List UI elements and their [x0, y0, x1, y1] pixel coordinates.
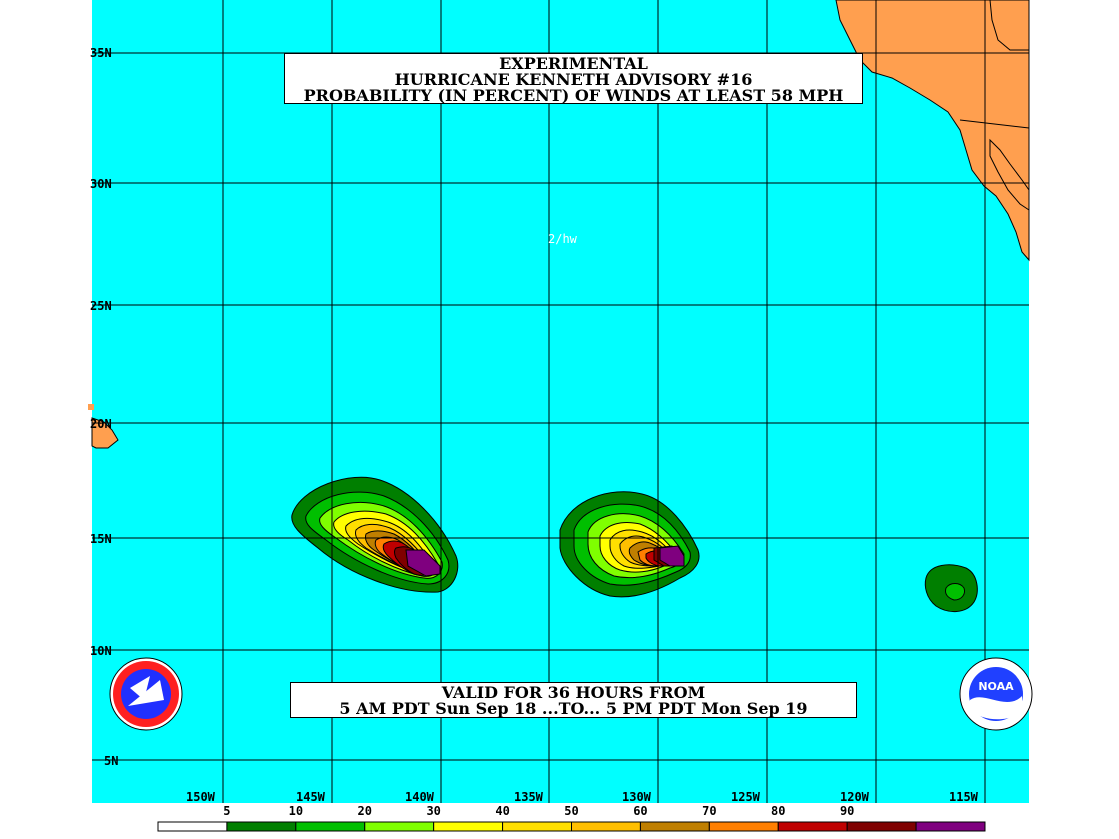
scale-swatch: [915, 821, 986, 832]
scale-label: 5: [223, 804, 230, 818]
land-baja: [989, 138, 1030, 211]
storm-contours-central: [559, 491, 700, 598]
forecaster-credit: 2/hw: [548, 232, 577, 246]
noaa-logo: NOAA: [959, 657, 1033, 731]
lat-label: 25N: [90, 299, 112, 313]
lon-label: 145W: [296, 790, 326, 804]
scale-swatch: [571, 821, 641, 832]
scale-swatch: [364, 821, 435, 832]
scale-label: 50: [564, 804, 578, 818]
scale-swatch: [777, 821, 848, 832]
scale-swatch: [639, 821, 710, 832]
scale-swatch: [846, 821, 917, 832]
noaa-logo-text: NOAA: [978, 680, 1014, 693]
land-hawaii-small: [88, 404, 94, 410]
lon-label: 115W: [949, 790, 979, 804]
latitude-labels: 35N 30N 25N 20N 15N 10N 5N: [90, 46, 118, 768]
lon-label: 120W: [840, 790, 870, 804]
lat-label: 10N: [90, 644, 112, 658]
longitude-labels: 150W 145W 140W 135W 130W 125W 120W 115W: [186, 790, 979, 804]
lat-label: 20N: [90, 417, 112, 431]
color-scale: 5 10 20 30 40 50 60 70 80 90: [0, 803, 1119, 839]
lon-label: 125W: [731, 790, 761, 804]
lat-label: 5N: [104, 754, 118, 768]
map-header: EXPERIMENTAL HURRICANE KENNETH ADVISORY …: [284, 53, 863, 104]
border-line-2: [989, 0, 1029, 51]
lon-label: 135W: [514, 790, 544, 804]
valid-line-2: 5 AM PDT Sun Sep 18 ...TO... 5 PM PDT Mo…: [339, 699, 808, 718]
ocean: [92, 0, 1029, 803]
scale-swatch: [502, 821, 573, 832]
scale-label: 70: [702, 804, 716, 818]
scale-label: 10: [289, 804, 303, 818]
border-line: [959, 119, 1030, 129]
scale-label: 60: [633, 804, 647, 818]
lon-label: 150W: [186, 790, 216, 804]
valid-line-1: VALID FOR 36 HOURS FROM: [441, 683, 706, 702]
scale-swatch: [433, 821, 504, 832]
lat-label: 15N: [90, 532, 112, 546]
valid-period-box: VALID FOR 36 HOURS FROM 5 AM PDT Sun Sep…: [290, 682, 857, 718]
scale-swatch: [295, 821, 366, 832]
header-line-3: PROBABILITY (IN PERCENT) OF WINDS AT LEA…: [303, 86, 844, 105]
scale-swatch: [226, 821, 297, 832]
lat-label: 30N: [90, 177, 112, 191]
storm-contours-east: [924, 564, 978, 612]
lat-label: 35N: [90, 46, 112, 60]
storm-contours-west: [291, 476, 459, 593]
scale-label: 40: [495, 804, 509, 818]
scale-swatch: [708, 821, 779, 832]
nws-logo: [109, 657, 183, 731]
header-line-2: HURRICANE KENNETH ADVISORY #16: [394, 70, 753, 89]
scale-label: 90: [840, 804, 854, 818]
scale-swatch: [157, 821, 228, 832]
scale-label: 30: [426, 804, 440, 818]
lon-label: 140W: [405, 790, 435, 804]
scale-label: 80: [771, 804, 785, 818]
scale-label: 20: [358, 804, 372, 818]
header-line-1: EXPERIMENTAL: [499, 54, 648, 73]
lon-label: 130W: [622, 790, 652, 804]
